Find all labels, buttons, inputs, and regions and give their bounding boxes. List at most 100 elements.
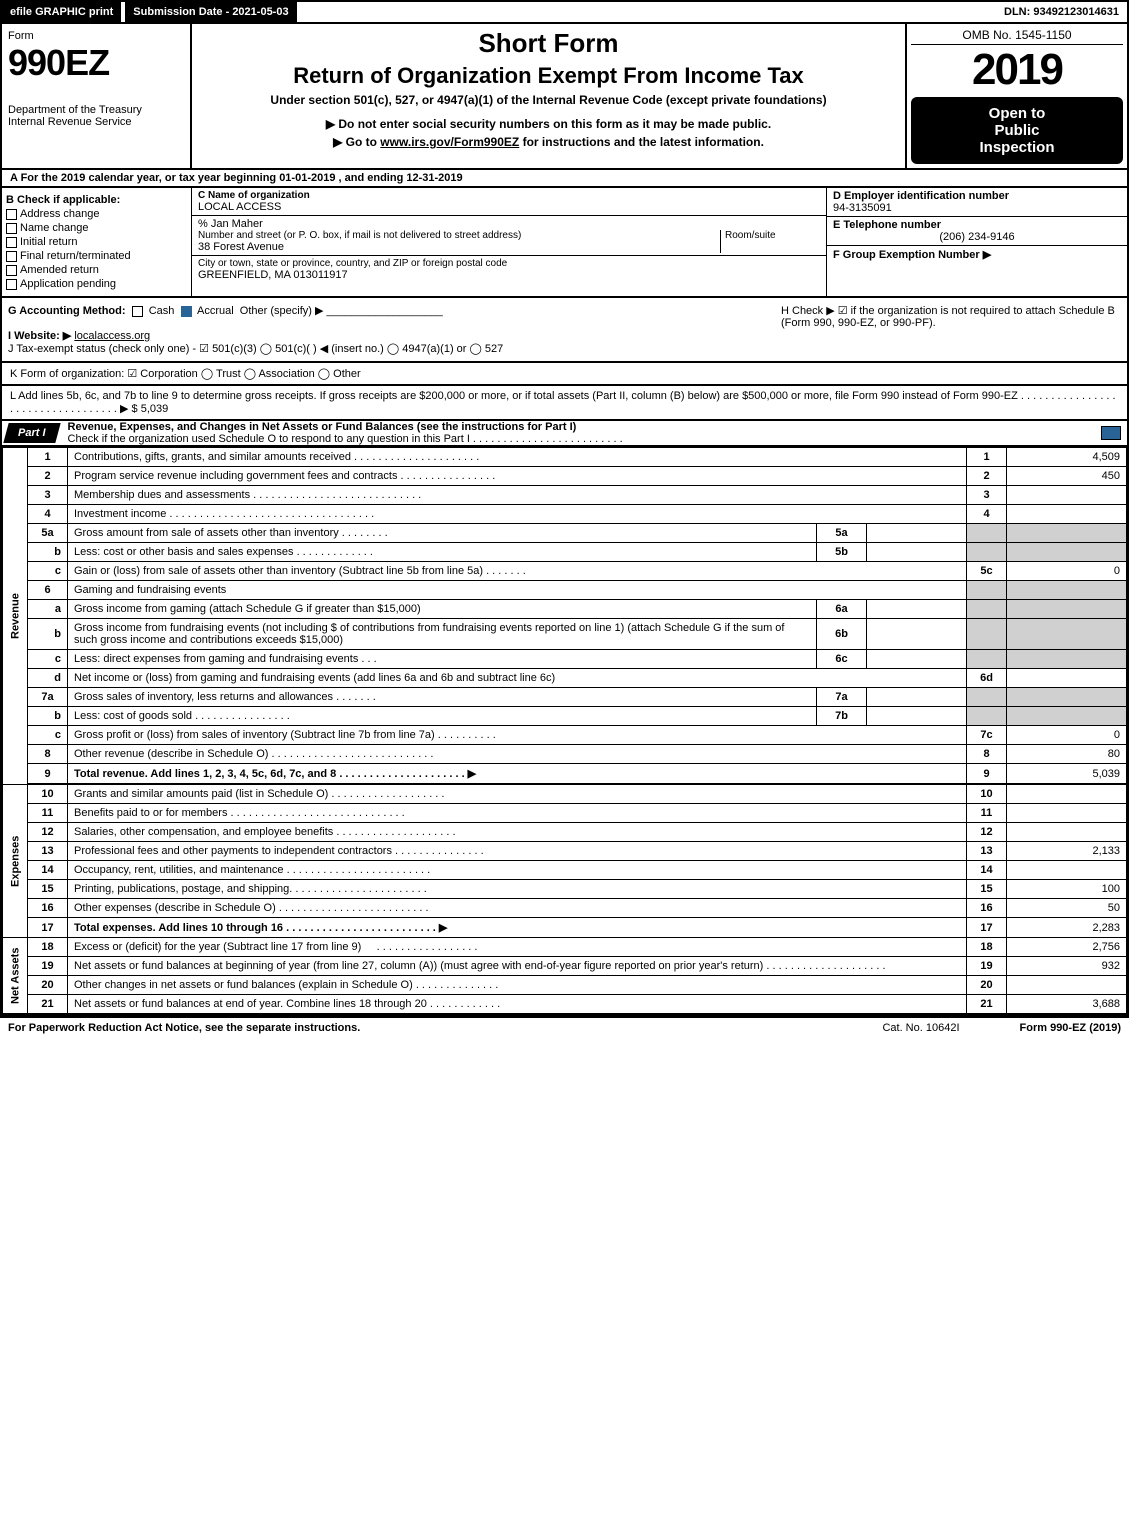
open-line2: Public — [919, 122, 1115, 139]
line-5b-shadeval — [1007, 543, 1127, 562]
line-7b-mid: 7b — [817, 707, 867, 726]
side-netassets: Net Assets — [3, 938, 28, 1014]
line-5b-mid: 5b — [817, 543, 867, 562]
line-9-desc: Total revenue. Add lines 1, 2, 3, 4, 5c,… — [68, 764, 967, 784]
line-12-value — [1007, 823, 1127, 842]
line-2-numcol: 2 — [967, 467, 1007, 486]
header-middle: Short Form Return of Organization Exempt… — [192, 24, 907, 168]
part1-checkbox[interactable] — [1101, 426, 1121, 440]
section-def: D Employer identification number 94-3135… — [827, 188, 1127, 296]
line-12-num: 12 — [28, 823, 68, 842]
header-right: OMB No. 1545-1150 2019 Open to Public In… — [907, 24, 1127, 168]
line-12-desc: Salaries, other compensation, and employ… — [68, 823, 967, 842]
line-14-numcol: 14 — [967, 861, 1007, 880]
department-label: Department of the Treasury — [8, 104, 184, 116]
part1-tab: Part I — [3, 423, 60, 443]
line-4-value — [1007, 505, 1127, 524]
lines-table-wrap: Revenue 1 Contributions, gifts, grants, … — [0, 447, 1129, 1016]
line-13-num: 13 — [28, 842, 68, 861]
line-6d-numcol: 6d — [967, 669, 1007, 688]
line-11-value — [1007, 804, 1127, 823]
line-5a-desc: Gross amount from sale of assets other t… — [68, 524, 817, 543]
line-18-num: 18 — [28, 938, 68, 957]
line-3-value — [1007, 486, 1127, 505]
top-bar: efile GRAPHIC print Submission Date - 20… — [0, 0, 1129, 24]
tax-year: 2019 — [911, 45, 1123, 95]
line-11-num: 11 — [28, 804, 68, 823]
footer-mid: Cat. No. 10642I — [822, 1022, 1019, 1034]
line-2-desc: Program service revenue including govern… — [68, 467, 967, 486]
form-word: Form — [8, 30, 184, 42]
line-17-num: 17 — [28, 918, 68, 938]
line-6a-num: a — [28, 600, 68, 619]
org-name-label: C Name of organization — [198, 190, 820, 201]
ein-label: D Employer identification number — [833, 190, 1121, 202]
website-value[interactable]: localaccess.org — [74, 330, 150, 342]
submission-date: Submission Date - 2021-05-03 — [125, 2, 296, 22]
line-7c-num: c — [28, 726, 68, 745]
section-c: C Name of organization LOCAL ACCESS % Ja… — [192, 188, 827, 296]
open-line3: Inspection — [919, 139, 1115, 156]
line-21-value: 3,688 — [1007, 995, 1127, 1014]
phone-label: E Telephone number — [833, 219, 1121, 231]
line-15-num: 15 — [28, 880, 68, 899]
goto-prefix: ▶ Go to — [333, 135, 380, 149]
line-5b-num: b — [28, 543, 68, 562]
checkbox-name-change[interactable] — [6, 223, 17, 234]
care-of-value: % Jan Maher — [198, 218, 820, 230]
tax-exempt-status: J Tax-exempt status (check only one) - ☑… — [8, 343, 503, 355]
line-1-value: 4,509 — [1007, 448, 1127, 467]
part1-check-text: Check if the organization used Schedule … — [68, 433, 623, 445]
checkbox-final-return[interactable] — [6, 251, 17, 262]
label-address-change: Address change — [20, 208, 100, 220]
line-7a-desc: Gross sales of inventory, less returns a… — [68, 688, 817, 707]
line-14-value — [1007, 861, 1127, 880]
line-18-desc: Excess or (deficit) for the year (Subtra… — [68, 938, 967, 957]
checkbox-initial-return[interactable] — [6, 237, 17, 248]
checkbox-amended-return[interactable] — [6, 265, 17, 276]
line-19-desc: Net assets or fund balances at beginning… — [68, 957, 967, 976]
section-h-text: H Check ▶ ☑ if the organization is not r… — [781, 304, 1121, 355]
checkbox-application-pending[interactable] — [6, 279, 17, 290]
checkbox-cash[interactable] — [132, 306, 143, 317]
line-15-desc: Printing, publications, postage, and shi… — [68, 880, 967, 899]
line-5c-num: c — [28, 562, 68, 581]
line-6c-shade — [967, 650, 1007, 669]
lines-table: Revenue 1 Contributions, gifts, grants, … — [2, 447, 1127, 1014]
open-to-public-box: Open to Public Inspection — [911, 97, 1123, 164]
line-21-numcol: 21 — [967, 995, 1007, 1014]
city-label: City or town, state or province, country… — [198, 258, 820, 269]
line-5a-midval — [867, 524, 967, 543]
line-6a-midval — [867, 600, 967, 619]
line-7b-desc: Less: cost of goods sold . . . . . . . .… — [68, 707, 817, 726]
line-16-value: 50 — [1007, 899, 1127, 918]
line-5b-shade — [967, 543, 1007, 562]
line-5c-numcol: 5c — [967, 562, 1007, 581]
label-final-return: Final return/terminated — [20, 250, 131, 262]
line-2-value: 450 — [1007, 467, 1127, 486]
line-5c-value: 0 — [1007, 562, 1127, 581]
checkbox-accrual[interactable] — [181, 306, 192, 317]
line-6d-num: d — [28, 669, 68, 688]
dln-number: DLN: 93492123014631 — [996, 2, 1127, 22]
line-6c-mid: 6c — [817, 650, 867, 669]
efile-print-button[interactable]: efile GRAPHIC print — [2, 2, 121, 22]
line-7c-numcol: 7c — [967, 726, 1007, 745]
line-13-numcol: 13 — [967, 842, 1007, 861]
line-6-shade — [967, 581, 1007, 600]
irs-link[interactable]: www.irs.gov/Form990EZ — [380, 135, 519, 149]
checkbox-address-change[interactable] — [6, 209, 17, 220]
line-7c-value: 0 — [1007, 726, 1127, 745]
under-section-text: Under section 501(c), 527, or 4947(a)(1)… — [202, 93, 895, 107]
label-accrual: Accrual — [197, 305, 234, 317]
page-footer: For Paperwork Reduction Act Notice, see … — [0, 1016, 1129, 1038]
form-header: Form 990EZ Department of the Treasury In… — [0, 24, 1129, 170]
line-10-desc: Grants and similar amounts paid (list in… — [68, 785, 967, 804]
line-8-num: 8 — [28, 745, 68, 764]
line-10-value — [1007, 785, 1127, 804]
line-15-value: 100 — [1007, 880, 1127, 899]
line-6a-shadeval — [1007, 600, 1127, 619]
line-15-numcol: 15 — [967, 880, 1007, 899]
line-21-num: 21 — [28, 995, 68, 1014]
line-5c-desc: Gain or (loss) from sale of assets other… — [68, 562, 967, 581]
